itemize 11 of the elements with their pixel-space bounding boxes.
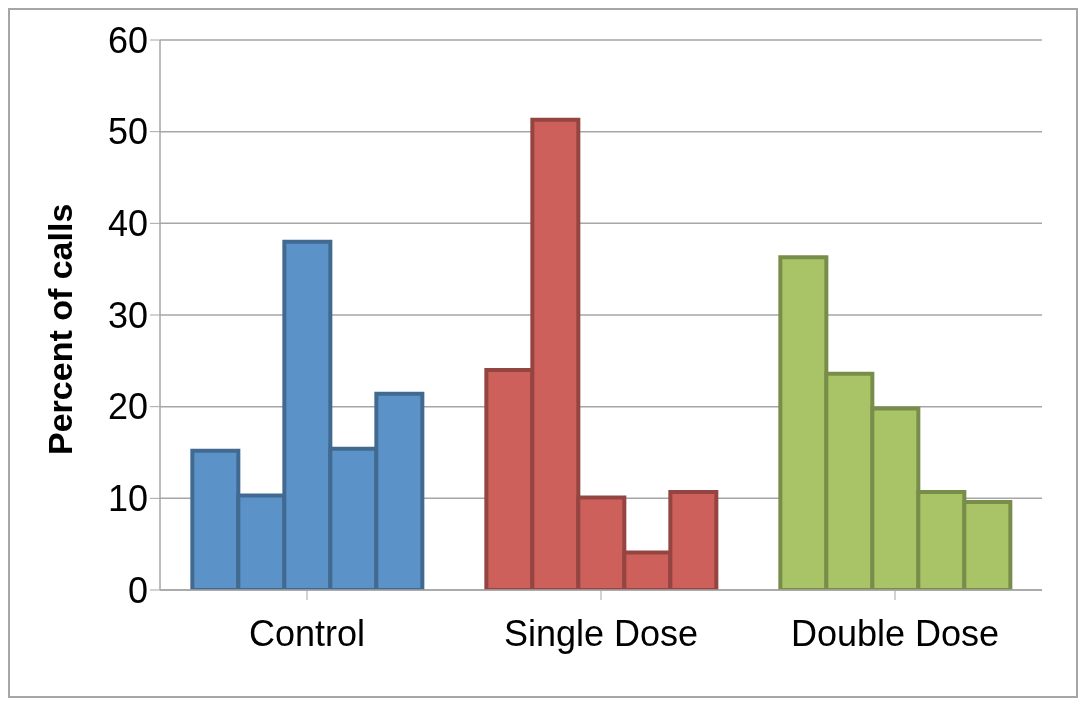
y-tick-label: 0 <box>127 569 148 611</box>
y-tick-label: 20 <box>107 386 148 428</box>
y-tick-label: 40 <box>107 203 148 245</box>
y-tick-label: 30 <box>107 294 148 336</box>
y-tick-label: 50 <box>107 111 148 153</box>
x-tick-label: Control <box>248 612 366 654</box>
y-tick-label: 10 <box>107 478 148 520</box>
y-tick-label: 60 <box>107 19 148 61</box>
x-tick-label: Single Dose <box>503 612 699 654</box>
y-axis-title: Percent of calls <box>41 203 80 455</box>
x-tick-label: Double Dose <box>790 612 1000 654</box>
